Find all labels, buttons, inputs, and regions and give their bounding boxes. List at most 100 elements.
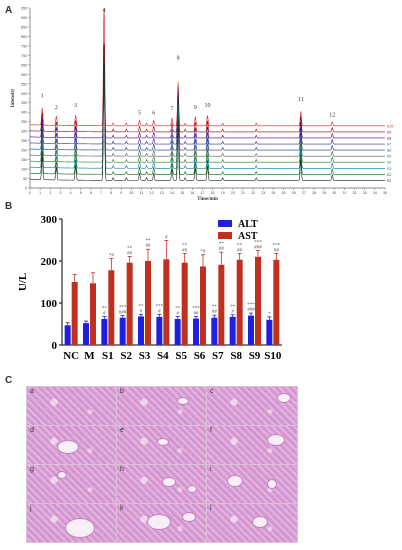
significance-mark-AST-S1: *# (109, 253, 115, 258)
y-tick-label: 450 (21, 101, 27, 105)
significance-mark-ALT-S4: # (158, 309, 161, 314)
x-tick-label: 32 (353, 191, 357, 195)
bar-ALT-S7 (211, 317, 218, 345)
x-tick-label: 34 (373, 191, 377, 195)
significance-mark-AST-S5: ** (182, 243, 188, 248)
x-tick-label: 3 (59, 191, 61, 195)
x-tick-label: 7 (100, 191, 102, 195)
trace-S1 (29, 43, 385, 181)
significance-mark-ALT-S4: *** (156, 304, 164, 309)
x-tick-label: 12 (150, 191, 154, 195)
vessel-lumen (182, 512, 196, 522)
significance-mark-AST-S10: *** (273, 243, 281, 248)
histology-image-i: i (206, 464, 298, 504)
y-tick-label: 400 (21, 111, 27, 115)
x-tick-label: 33 (363, 191, 367, 195)
vessel-lumen (227, 475, 243, 487)
significance-mark-ALT-S1: # (103, 311, 106, 316)
panel-a-label: A (5, 5, 12, 16)
y-axis-title: Intensity (11, 88, 16, 107)
x-tick-label: S3 (139, 350, 151, 362)
x-tick-label: 14 (170, 191, 174, 195)
vessel-lumen (267, 479, 277, 489)
significance-mark-ALT-S5: # (176, 311, 179, 316)
x-tick-label: S6 (194, 350, 206, 362)
peak-label-9: 9 (194, 105, 197, 111)
significance-mark-AST-S8: ## (237, 248, 243, 253)
chromatogram-chart: 0501001502002503003504004505005506006507… (11, 7, 393, 203)
vessel-lumen (267, 434, 285, 446)
histology-label-f: f (210, 427, 212, 434)
significance-mark-ALT-S8: ** (230, 305, 236, 310)
y-tick-label: 600 (21, 73, 27, 77)
histology-label-h: h (120, 466, 124, 473)
x-tick-label: 2 (49, 191, 51, 195)
x-tick-label: 16 (190, 191, 194, 195)
x-tick-label: 22 (251, 191, 255, 195)
x-tick-label: 26 (292, 191, 296, 195)
significance-mark-AST-S2: ** (127, 246, 133, 251)
y-tick-label: 750 (21, 44, 27, 48)
bar-ALT-M (83, 323, 89, 345)
x-tick-label: 25 (282, 191, 286, 195)
bar-AST-S1 (108, 270, 115, 345)
significance-mark-AST-S5: ## (182, 248, 188, 253)
bar-ALT-S5 (174, 318, 181, 345)
bar-ALT-S9 (248, 315, 254, 345)
trace-S4 (29, 46, 385, 163)
histology-image-j: j (26, 503, 118, 543)
legend-swatch-AST (218, 232, 232, 239)
y-tick-label: 550 (21, 82, 27, 86)
vessel-lumen (187, 485, 197, 493)
histology-label-b: b (120, 388, 124, 395)
x-tick-label: 4 (70, 191, 72, 195)
legend-label-ALT: ALT (238, 219, 258, 230)
peak-label-10: 10 (205, 103, 211, 109)
histology-image-e: e (116, 425, 208, 465)
trace-S3 (29, 45, 385, 169)
significance-mark-AST-S10: ## (274, 248, 280, 253)
histology-label-d: d (30, 427, 34, 434)
x-tick-label: 20 (231, 191, 235, 195)
significance-mark-AST-S6: *# (201, 250, 207, 255)
y-tick-label: 900 (21, 16, 27, 20)
y-tick-label: 100 (41, 298, 58, 310)
y-tick-label: 700 (21, 54, 27, 58)
vessel-lumen (65, 518, 95, 538)
x-tick-label: 9 (120, 191, 122, 195)
x-tick-label: 30 (332, 191, 336, 195)
y-tick-label: 300 (21, 130, 27, 134)
histology-label-a: a (30, 388, 34, 395)
x-tick-label: 1 (39, 191, 41, 195)
trace-S7 (29, 50, 385, 145)
vessel-lumen (147, 514, 171, 530)
trace-label-S4: S4 (387, 161, 391, 165)
significance-mark-ALT-S6: *** (192, 306, 200, 311)
histology-image-k: k (116, 503, 208, 543)
significance-mark-AST-S2: ## (127, 251, 133, 256)
x-tick-label: 5 (80, 191, 82, 195)
significance-mark-ALT-S5: ** (175, 306, 181, 311)
vessel-lumen (277, 393, 291, 403)
bar-AST-S2 (126, 262, 133, 345)
histology-label-l: l (210, 505, 212, 512)
x-tick-label: 31 (342, 191, 346, 195)
trace-label-S5: S5 (387, 155, 391, 159)
histology-image-d: d (26, 425, 118, 465)
y-tick-label: 850 (21, 25, 27, 29)
x-tick-label: 11 (140, 191, 144, 195)
significance-mark-ALT-S3: # (140, 309, 143, 314)
x-tick-label: 19 (221, 191, 225, 195)
x-tick-label: S4 (157, 350, 169, 362)
trace-S2 (29, 44, 385, 175)
x-tick-label: 29 (322, 191, 326, 195)
panel-b-label: B (5, 201, 12, 212)
y-tick-label: 200 (41, 256, 58, 268)
significance-mark-AST-S4: # (165, 235, 168, 240)
bar-AST-S8 (236, 259, 243, 345)
significance-mark-ALT-S6: ## (194, 311, 200, 316)
bar-AST-S6 (200, 266, 206, 345)
histology-image-a: a (26, 386, 118, 426)
bar-AST-S10 (273, 259, 280, 345)
